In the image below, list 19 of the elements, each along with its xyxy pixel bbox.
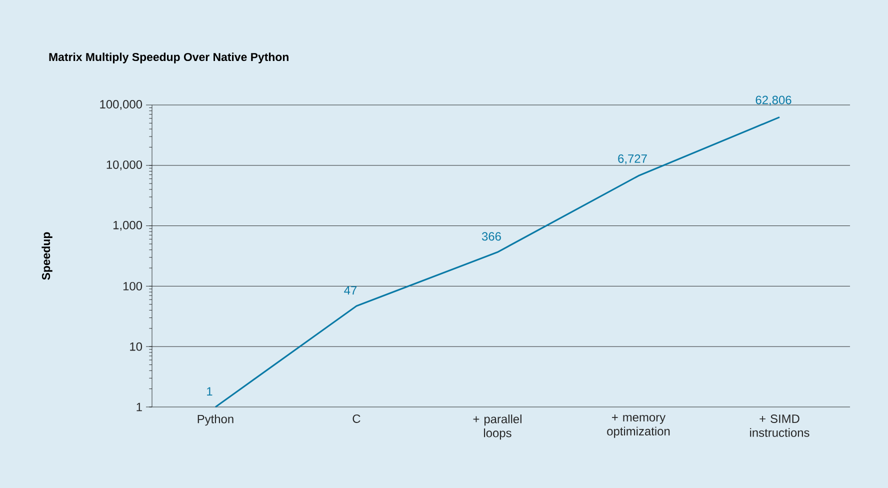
y-tick-label: 100,000 (100, 100, 142, 110)
data-label: 47 (344, 286, 357, 294)
y-tick-label: 100 (123, 282, 142, 290)
x-tick-label: + memory optimization (607, 414, 670, 438)
line-series (214, 116, 780, 408)
y-tick-label: 10 (130, 342, 142, 351)
chart-title: Matrix Multiply Speedup Over Native Python (49, 52, 288, 64)
data-label: 6,727 (618, 154, 647, 164)
x-tick-label: Python (198, 414, 234, 426)
data-label: 366 (482, 232, 501, 241)
x-tick-label: + SIMD instructions (750, 414, 810, 437)
data-label: 1 (207, 387, 212, 396)
y-axis-title: Speedup (42, 232, 52, 280)
y-tick-label: 1,000 (113, 220, 142, 231)
y-tick-label: 10,000 (106, 160, 142, 170)
x-tick-label: + parallel loops (473, 414, 522, 440)
y-tick-label: 1 (136, 402, 142, 412)
x-tick-label: C (352, 414, 360, 423)
data-label: 62,806 (756, 96, 792, 106)
